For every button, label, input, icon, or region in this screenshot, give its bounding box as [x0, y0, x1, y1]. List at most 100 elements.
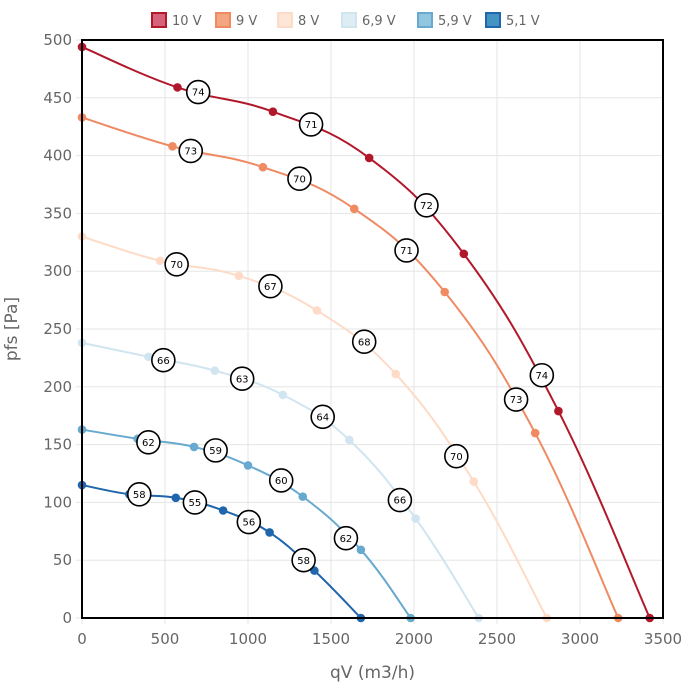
data-point	[278, 390, 288, 400]
annotation-circle	[203, 438, 228, 463]
annotation-label: 72	[420, 201, 433, 212]
y-tick-label: 500	[43, 31, 72, 49]
annotation-label: 58	[297, 556, 310, 567]
annotation-circle	[185, 79, 211, 105]
legend: 10 V 9 V 8 V 6,9 V 5,9 V 5,1 V	[151, 12, 540, 29]
annotation-label: 66	[157, 356, 170, 367]
legend-label: 9 V	[236, 14, 257, 29]
annotation-circle	[394, 238, 419, 263]
x-tick-labels: 0 500 1000 1500 2000 2500 3000 3500	[77, 630, 682, 648]
series-points	[77, 42, 655, 623]
annotation-label: 74	[192, 88, 205, 99]
legend-label: 10 V	[172, 14, 202, 29]
data-point	[554, 406, 563, 416]
data-point	[364, 153, 374, 163]
annotation-circle	[387, 487, 413, 513]
y-tick-labels: 0 50 100 150 200 250 300 350 400 450 500	[43, 31, 72, 627]
annotations: 74 71 72 71 74 73 70 73 70 67 68 70 66 63 64 66 62 59 60 62…	[126, 79, 555, 573]
x-tick-label: 2000	[395, 630, 433, 648]
annotation-label: 62	[142, 438, 155, 449]
x-tick-label: 0	[77, 630, 87, 648]
x-tick-label: 500	[151, 630, 180, 648]
data-point	[155, 256, 165, 266]
annotation-circle	[287, 166, 312, 192]
annotation-circle	[414, 193, 439, 218]
x-axis-title: qV (m3/h)	[330, 663, 415, 683]
data-point	[234, 271, 244, 281]
annotation-label: 58	[133, 490, 146, 501]
x-tick-label: 1000	[229, 630, 267, 648]
x-tick-label: 3000	[561, 630, 599, 648]
annotation-label: 73	[184, 147, 197, 158]
y-tick-label: 250	[43, 320, 72, 338]
data-point	[469, 477, 479, 486]
annotation-label: 68	[358, 337, 371, 348]
annotation-circle	[164, 251, 189, 277]
data-point	[530, 428, 540, 438]
legend-swatch	[215, 12, 231, 28]
annotation-label: 71	[305, 120, 318, 131]
y-tick-label: 400	[43, 147, 72, 165]
data-point	[168, 142, 177, 151]
data-point	[265, 528, 274, 537]
series-line	[81, 46, 651, 619]
data-point	[411, 514, 420, 523]
annotation-label: 59	[209, 446, 222, 457]
legend-label: 5,9 V	[438, 14, 472, 29]
annotation-circle	[182, 490, 208, 515]
annotation-label: 70	[450, 452, 463, 463]
annotation-circle	[151, 347, 176, 373]
legend-label: 6,9 V	[362, 14, 396, 29]
y-tick-label: 100	[43, 493, 72, 511]
x-tick-label: 1500	[312, 630, 350, 648]
annotation-circle	[333, 525, 359, 551]
y-tick-label: 0	[62, 609, 72, 627]
data-point	[349, 204, 359, 214]
legend-swatch	[485, 12, 501, 28]
annotation-circle	[351, 329, 377, 355]
annotation-label: 64	[316, 412, 329, 423]
y-tick-label: 50	[53, 551, 72, 569]
annotation-label: 60	[275, 476, 288, 487]
annotation-label: 73	[510, 395, 523, 406]
y-tick-label: 450	[43, 89, 72, 107]
data-point	[268, 107, 278, 116]
plot-frame	[81, 39, 664, 619]
data-point	[312, 306, 322, 315]
annotation-circle	[444, 443, 469, 469]
annotation-label: 71	[400, 246, 413, 257]
legend-label: 5,1 V	[506, 14, 540, 29]
annotation-label: 62	[340, 534, 353, 545]
data-point	[189, 442, 199, 452]
legend-swatch	[417, 12, 433, 28]
annotation-label: 56	[242, 518, 255, 529]
annotation-circle	[291, 547, 316, 573]
y-tick-label: 150	[43, 436, 72, 454]
x-tick-label: 2500	[478, 630, 516, 648]
data-point	[144, 352, 153, 362]
data-point	[210, 366, 220, 375]
data-point	[440, 287, 450, 297]
annotation-label: 70	[293, 174, 306, 185]
annotation-label: 66	[394, 496, 407, 507]
annotation-circle	[236, 509, 262, 535]
y-axis-title: pfs [Pa]	[2, 297, 22, 361]
legend-swatch	[341, 12, 357, 28]
data-point	[218, 506, 228, 515]
annotation-circle	[178, 138, 204, 164]
y-tick-label: 350	[43, 204, 72, 222]
legend-swatch	[151, 12, 167, 28]
annotation-circle	[529, 362, 555, 388]
annotation-circle	[229, 366, 255, 392]
y-tick-label: 300	[43, 262, 72, 280]
data-point	[243, 461, 253, 470]
annotation-label: 63	[236, 374, 249, 385]
y-tick-label: 200	[43, 378, 72, 396]
legend-swatch	[277, 12, 293, 28]
x-tick-label: 3500	[644, 630, 682, 648]
annotation-circle	[310, 404, 336, 430]
legend-label: 8 V	[298, 14, 319, 29]
annotation-circle	[258, 273, 283, 299]
data-point	[344, 435, 354, 445]
